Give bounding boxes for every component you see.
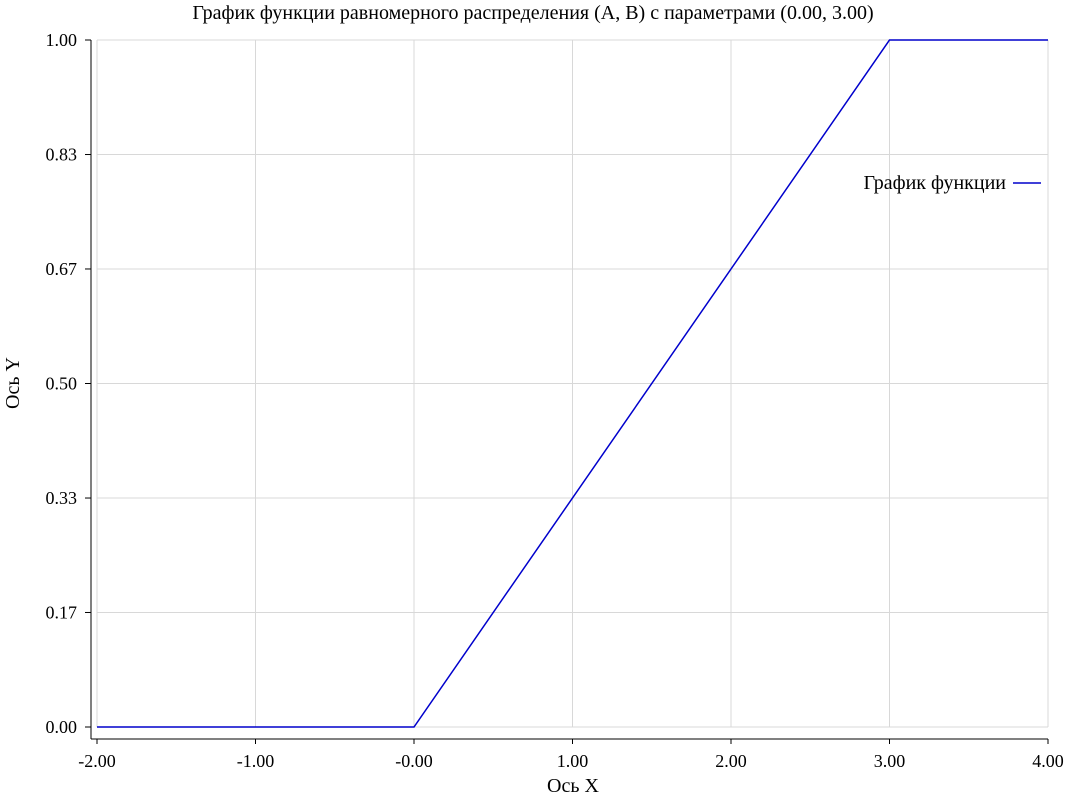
y-tick-label: 0.33 — [46, 488, 78, 508]
legend-label: График функции — [863, 172, 1006, 194]
y-tick-label: 0.17 — [46, 602, 78, 622]
y-tick-label: 0.67 — [46, 259, 78, 279]
y-tick-label: 1.00 — [46, 30, 78, 50]
x-axis-label: Ось X — [547, 775, 599, 797]
tick-labels: -2.00 -1.00 -0.00 1.00 2.00 3.00 4.00 0.00 0.17 0… — [46, 30, 1064, 771]
series-group — [97, 39, 1048, 728]
series-line — [97, 39, 1048, 728]
y-tick-label: 0.50 — [46, 374, 78, 394]
x-tick-label: -2.00 — [78, 751, 116, 771]
x-tick-label: 4.00 — [1032, 751, 1064, 771]
chart-title: График функции равномерного распределени… — [192, 2, 873, 24]
y-tick-label: 0.00 — [46, 717, 78, 737]
x-tick-label: -0.00 — [395, 751, 433, 771]
y-tick-label: 0.83 — [46, 145, 78, 165]
x-tick-label: 2.00 — [715, 751, 747, 771]
x-tick-label: 1.00 — [557, 751, 589, 771]
axes — [85, 39, 1049, 744]
y-axis-label: Ось Y — [2, 357, 24, 409]
grid — [96, 39, 1049, 728]
x-tick-label: -1.00 — [237, 751, 275, 771]
x-tick-label: 3.00 — [874, 751, 906, 771]
legend: График функции — [863, 172, 1041, 194]
